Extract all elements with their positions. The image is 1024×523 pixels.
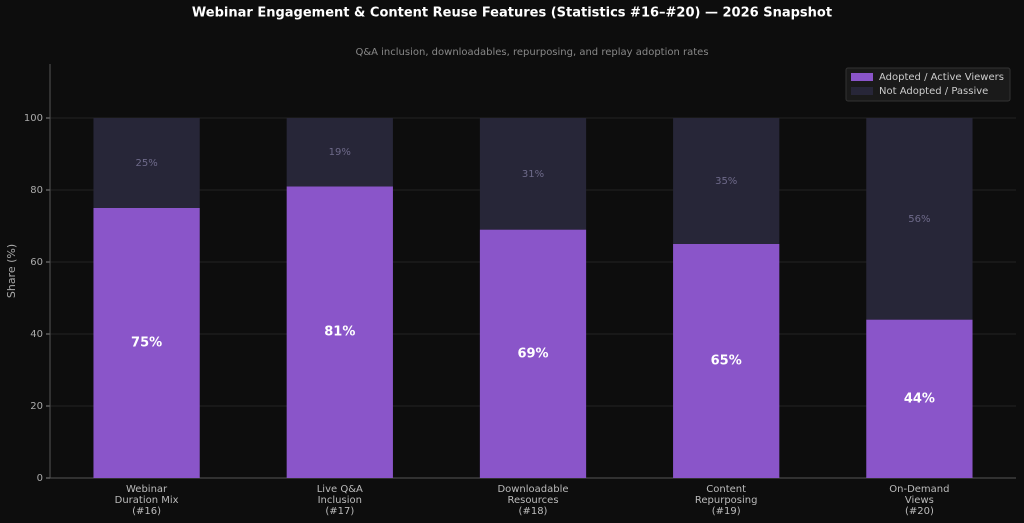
y-axis-label: Share (%) (5, 244, 18, 298)
legend-swatch (851, 73, 873, 81)
bar-segment (866, 319, 973, 478)
bar-segment (673, 118, 780, 244)
bar-segment (866, 118, 973, 320)
bar-segment (479, 118, 587, 230)
value-label: 81% (324, 325, 355, 340)
bar-segment (479, 229, 587, 478)
value-label: 44% (904, 391, 935, 406)
x-tick-label: Webinar Duration Mix (#16) (114, 484, 179, 517)
x-tick-label: On-Demand Views (#20) (889, 484, 950, 517)
value-label: 69% (517, 346, 548, 361)
legend-swatch (851, 87, 873, 95)
value-label: 35% (715, 176, 737, 187)
y-tick-label: 80 (30, 185, 43, 196)
chart-title: Webinar Engagement & Content Reuse Featu… (192, 6, 832, 21)
x-tick-label: Content Repurposing (#19) (694, 484, 758, 517)
value-label: 31% (522, 169, 544, 180)
x-tick-label: Live Q&A Inclusion (#17) (316, 484, 363, 517)
bar-segment (286, 118, 393, 187)
y-tick-label: 40 (30, 329, 43, 340)
y-tick-label: 60 (30, 257, 43, 268)
value-label: 65% (711, 354, 742, 369)
bar-segment (286, 186, 393, 478)
value-label: 56% (908, 214, 930, 225)
chart-subtitle: Q&A inclusion, downloadables, repurposin… (355, 47, 708, 58)
value-label: 19% (329, 147, 351, 158)
legend-box (845, 67, 1011, 102)
legend-label: Adopted / Active Viewers (879, 72, 1004, 83)
value-label: 75% (131, 336, 162, 351)
bar-segment (93, 118, 200, 208)
bar-segment (93, 208, 200, 478)
legend-label: Not Adopted / Passive (879, 86, 988, 97)
bar-segment (673, 244, 780, 478)
y-tick-label: 100 (24, 113, 43, 124)
y-tick-label: 0 (37, 473, 43, 484)
x-tick-label: Downloadable Resources (#18) (497, 484, 569, 517)
value-label: 25% (135, 158, 157, 169)
y-tick-label: 20 (30, 401, 43, 412)
